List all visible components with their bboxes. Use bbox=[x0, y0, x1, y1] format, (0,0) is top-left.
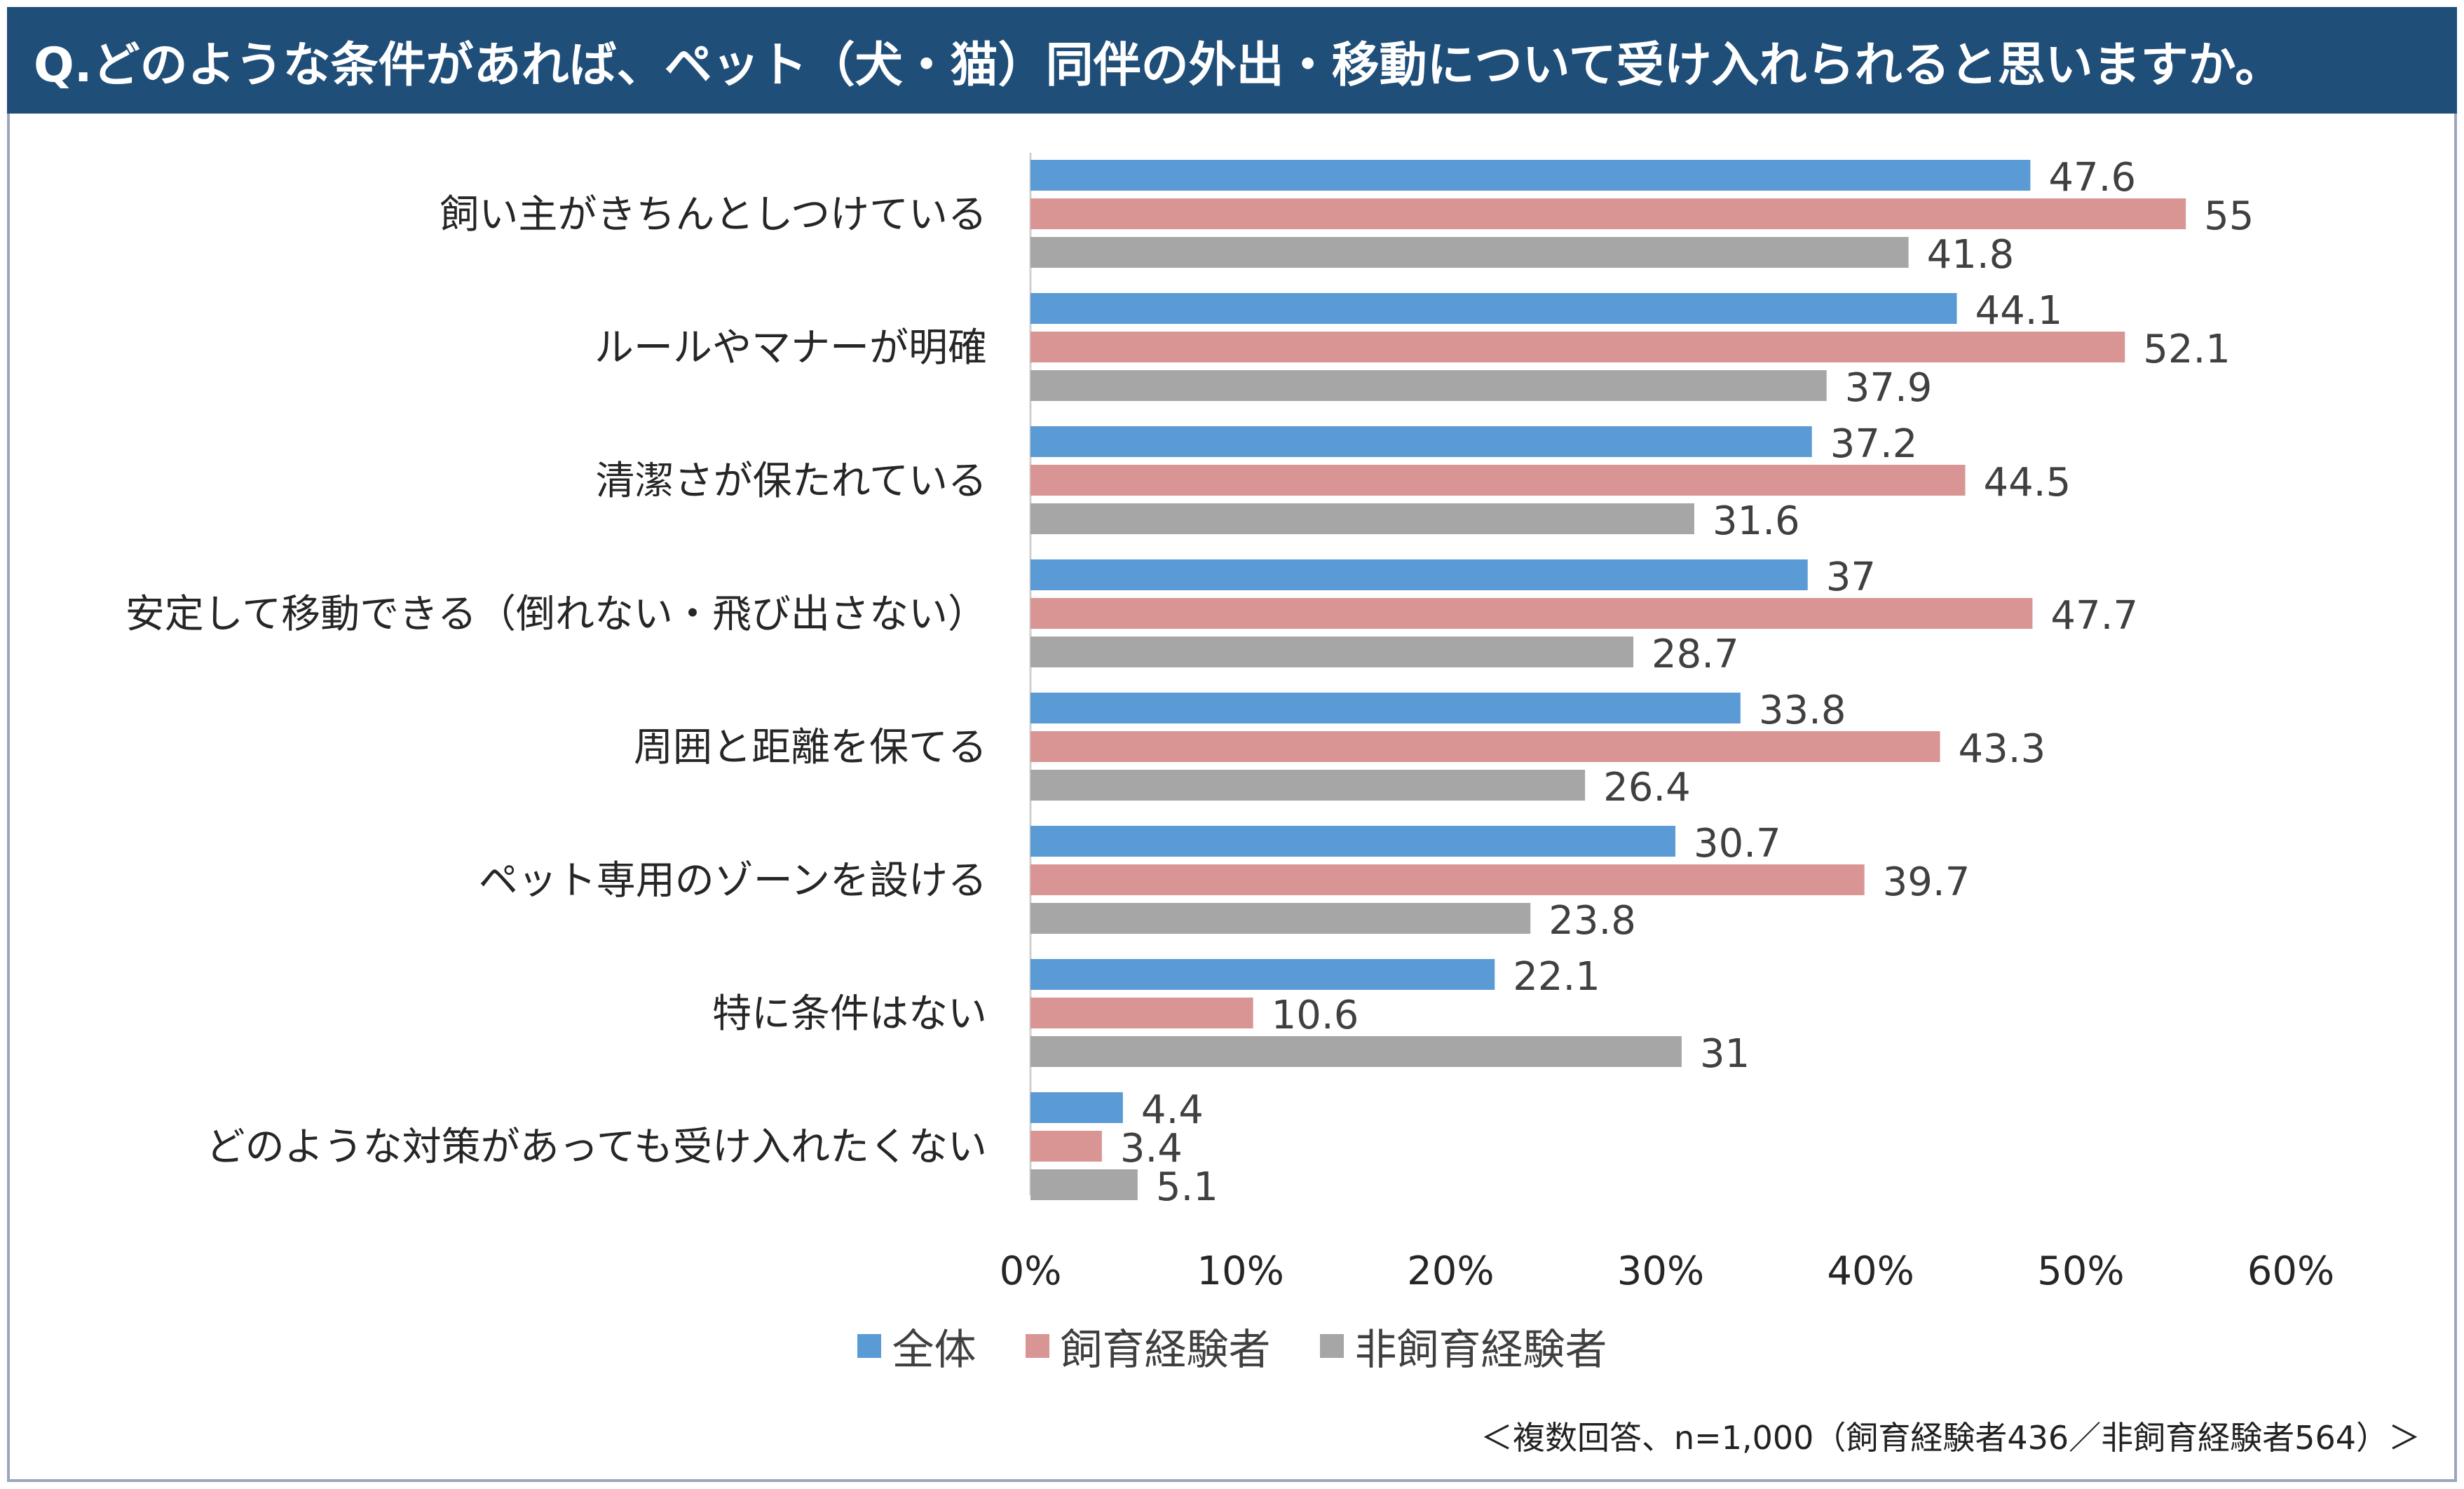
category-label: 飼い主がきちんとしつけている bbox=[440, 192, 987, 238]
data-label: 10.6 bbox=[1272, 993, 1359, 1038]
x-tick-label: 0% bbox=[1000, 1249, 1062, 1294]
legend-item: 非飼育経験者 bbox=[1319, 1316, 1607, 1377]
bar-non-owners bbox=[1030, 237, 1909, 268]
category-label: 周囲と距離を保てる bbox=[634, 725, 987, 770]
data-label: 30.7 bbox=[1694, 821, 1781, 866]
legend-item: 飼育経験者 bbox=[1025, 1316, 1271, 1377]
data-label: 43.3 bbox=[1959, 726, 2046, 772]
data-label: 55 bbox=[2204, 193, 2254, 239]
legend-label: 飼育経験者 bbox=[1060, 1325, 1271, 1375]
data-label: 33.8 bbox=[1759, 688, 1846, 733]
bar-all bbox=[1030, 1092, 1123, 1123]
legend-swatch bbox=[857, 1334, 881, 1358]
legend-label: 全体 bbox=[892, 1325, 976, 1375]
bar-owners bbox=[1030, 598, 2033, 629]
legend-swatch bbox=[1025, 1334, 1049, 1358]
question-title: Q.どのような条件があれば、ペット（犬・猫）同伴の外出・移動について受け入れられ… bbox=[34, 37, 2283, 93]
data-label: 41.8 bbox=[1927, 232, 2015, 278]
category-label: どのような対策があっても受け入れたくない bbox=[206, 1124, 987, 1170]
legend-swatch bbox=[1319, 1334, 1344, 1358]
bar-all bbox=[1030, 160, 2031, 191]
data-label: 28.7 bbox=[1652, 632, 1739, 677]
bar-owners bbox=[1030, 864, 1865, 895]
footnote: ＜複数回答、n=1,000（飼育経験者436／非飼育経験者564）＞ bbox=[1481, 1419, 2421, 1457]
data-label: 26.4 bbox=[1603, 765, 1691, 810]
data-label: 4.4 bbox=[1141, 1087, 1204, 1133]
category-label: ペット専用のゾーンを設ける bbox=[479, 858, 987, 904]
bar-non-owners bbox=[1030, 903, 1531, 934]
data-label: 37 bbox=[1826, 555, 1876, 600]
x-tick-label: 10% bbox=[1197, 1249, 1284, 1294]
bar-owners bbox=[1030, 998, 1253, 1028]
bar-non-owners bbox=[1030, 637, 1634, 667]
bar-all bbox=[1030, 426, 1812, 457]
data-label: 44.5 bbox=[1984, 460, 2071, 505]
data-label: 37.2 bbox=[1830, 421, 1918, 467]
bar-all bbox=[1030, 293, 1957, 324]
question-title-bar: Q.どのような条件があれば、ペット（犬・猫）同伴の外出・移動について受け入れられ… bbox=[7, 7, 2457, 114]
data-label: 44.1 bbox=[1975, 288, 2063, 334]
bar-owners bbox=[1030, 731, 1940, 762]
bar-owners bbox=[1030, 198, 2186, 229]
category-label: 清潔さが保たれている bbox=[596, 458, 987, 504]
bar-all bbox=[1030, 826, 1675, 857]
data-label: 47.6 bbox=[2048, 155, 2136, 200]
data-label: 37.9 bbox=[1845, 365, 1933, 411]
data-label: 52.1 bbox=[2143, 327, 2231, 372]
data-label: 23.8 bbox=[1548, 898, 1636, 944]
category-label: 安定して移動できる（倒れない・飛び出さない） bbox=[125, 592, 987, 637]
x-tick-label: 40% bbox=[1827, 1249, 1914, 1294]
legend: 全体 飼育経験者 非飼育経験者 bbox=[0, 1316, 2464, 1377]
data-label: 5.1 bbox=[1156, 1164, 1218, 1210]
data-label: 31 bbox=[1700, 1031, 1750, 1077]
x-tick-label: 60% bbox=[2247, 1249, 2334, 1294]
legend-label: 非飼育経験者 bbox=[1354, 1325, 1607, 1375]
category-label: 特に条件はない bbox=[712, 991, 987, 1037]
data-label: 22.1 bbox=[1513, 954, 1600, 1000]
x-tick-label: 50% bbox=[2037, 1249, 2124, 1294]
category-label: ルールやマナーが明確 bbox=[594, 325, 987, 371]
bar-owners bbox=[1030, 465, 1966, 496]
bar-non-owners bbox=[1030, 1169, 1138, 1200]
bar-owners bbox=[1030, 1131, 1102, 1162]
bar-non-owners bbox=[1030, 503, 1694, 534]
bar-non-owners bbox=[1030, 1036, 1682, 1067]
x-tick-label: 30% bbox=[1617, 1249, 1704, 1294]
bar-all bbox=[1030, 559, 1808, 590]
data-label: 31.6 bbox=[1713, 498, 1800, 544]
bar-non-owners bbox=[1030, 770, 1586, 801]
x-tick-label: 20% bbox=[1407, 1249, 1494, 1294]
bar-all bbox=[1030, 693, 1741, 723]
data-label: 47.7 bbox=[2050, 593, 2138, 639]
data-label: 39.7 bbox=[1883, 859, 1970, 905]
bar-all bbox=[1030, 959, 1495, 990]
bar-non-owners bbox=[1030, 370, 1827, 401]
legend-item: 全体 bbox=[857, 1316, 976, 1377]
data-label: 3.4 bbox=[1120, 1126, 1183, 1171]
bar-owners bbox=[1030, 332, 2125, 362]
